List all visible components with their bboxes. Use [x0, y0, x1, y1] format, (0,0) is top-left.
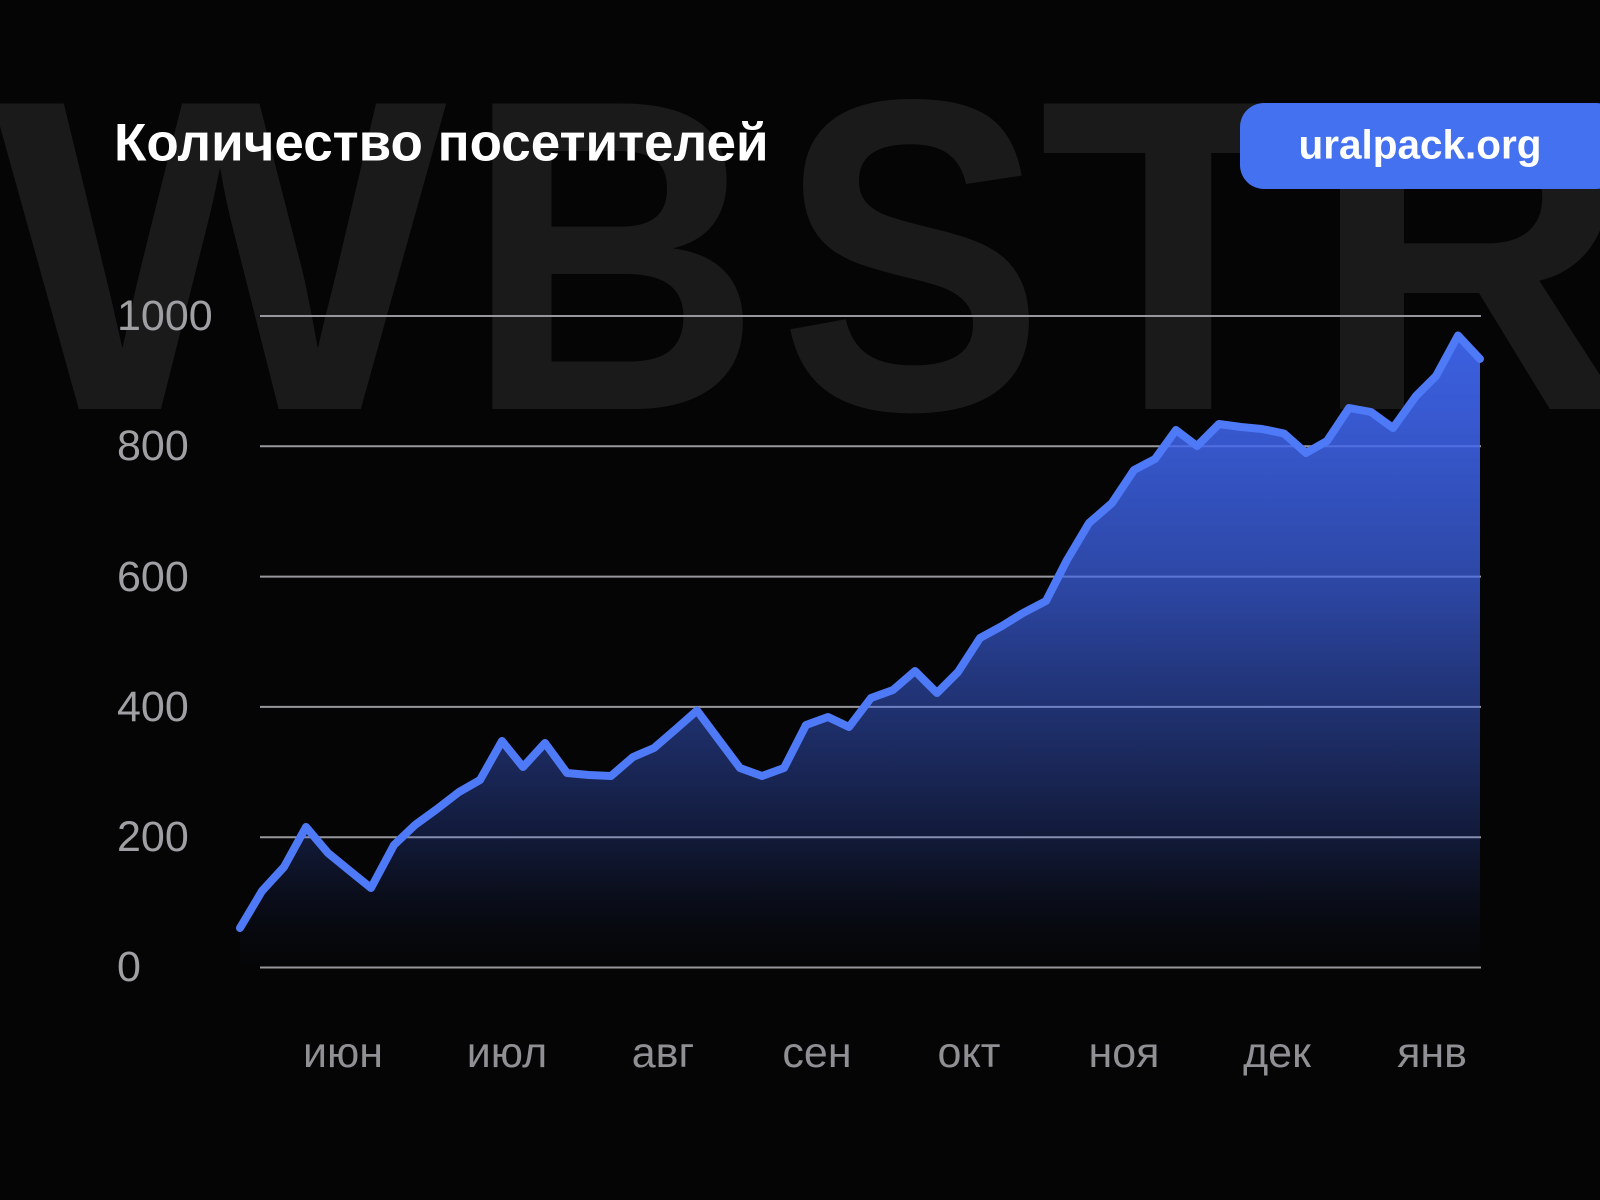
svg-text:400: 400: [117, 683, 189, 731]
svg-text:окт: окт: [938, 1029, 1001, 1077]
svg-text:Количество посетителей: Количество посетителей: [114, 114, 769, 173]
svg-text:июл: июл: [467, 1029, 547, 1077]
svg-text:S: S: [779, 8, 1045, 504]
svg-text:дек: дек: [1243, 1029, 1312, 1077]
svg-text:200: 200: [117, 813, 189, 861]
svg-text:T: T: [1039, 7, 1318, 503]
svg-text:янв: янв: [1397, 1029, 1467, 1077]
svg-text:0: 0: [117, 943, 141, 991]
svg-text:B: B: [465, 7, 762, 503]
svg-text:800: 800: [117, 422, 189, 470]
svg-text:ноя: ноя: [1089, 1029, 1160, 1077]
svg-text:июн: июн: [303, 1029, 383, 1077]
svg-text:авг: авг: [632, 1029, 694, 1077]
svg-text:uralpack.org: uralpack.org: [1298, 122, 1541, 168]
svg-text:600: 600: [117, 553, 189, 601]
svg-text:сен: сен: [782, 1029, 851, 1077]
svg-text:1000: 1000: [117, 292, 213, 340]
svg-text:W: W: [0, 8, 451, 504]
